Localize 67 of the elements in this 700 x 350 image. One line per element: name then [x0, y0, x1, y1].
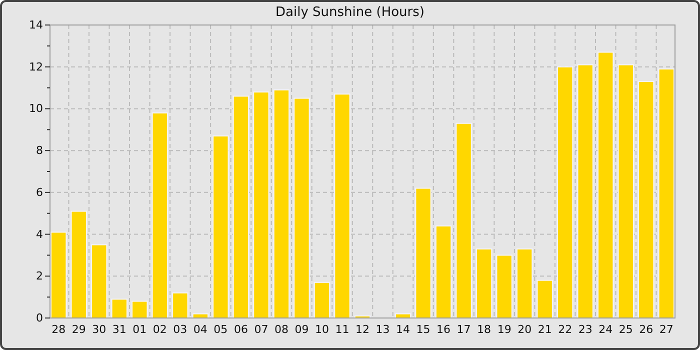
bar	[212, 135, 229, 318]
bar	[496, 254, 512, 318]
bar	[253, 91, 270, 318]
x-tick-label: 05	[214, 322, 228, 336]
x-tick-label: 29	[72, 322, 86, 336]
x-tick-label: 17	[456, 322, 471, 336]
x-tick-label: 30	[92, 322, 106, 336]
bar	[294, 98, 310, 318]
x-tick-label: 18	[477, 322, 492, 336]
x-tick-label: 06	[234, 322, 248, 336]
x-tick-label: 13	[376, 322, 390, 336]
x-tick-label: 26	[639, 322, 654, 336]
y-tick-label: 2	[36, 270, 43, 283]
bar	[334, 94, 350, 318]
x-tick-label: 12	[356, 322, 370, 336]
chart-title: Daily Sunshine (Hours)	[276, 5, 424, 20]
bar	[152, 112, 168, 318]
x-tick-label: 01	[132, 322, 147, 336]
x-tick-label: 19	[497, 322, 512, 336]
x-tick-label: 09	[294, 322, 309, 336]
bar	[132, 300, 148, 318]
x-tick-label: 14	[396, 322, 410, 336]
bar	[415, 188, 432, 318]
bar	[435, 225, 452, 318]
x-tick-label: 31	[112, 322, 126, 336]
x-tick-label: 03	[173, 322, 188, 336]
x-tick-label: 02	[152, 322, 167, 336]
y-tick-label: 8	[36, 144, 43, 158]
bar	[556, 66, 574, 318]
bar	[516, 248, 533, 318]
x-tick-label: 25	[618, 322, 633, 336]
bar	[111, 298, 128, 318]
bar	[456, 122, 472, 318]
bar	[172, 292, 188, 318]
x-tick-label: 08	[274, 322, 288, 336]
y-tick-label: 4	[36, 228, 43, 241]
bar	[232, 96, 250, 318]
bar	[618, 64, 634, 318]
x-tick-label: 23	[578, 322, 592, 336]
y-tick-label: 12	[29, 60, 43, 74]
x-tick-label: 15	[416, 322, 430, 336]
bar	[658, 68, 674, 318]
x-tick-label: 22	[558, 322, 572, 336]
x-tick-label: 11	[335, 322, 350, 336]
x-tick-label: 21	[538, 322, 552, 336]
bar	[314, 282, 330, 318]
x-tick-label: 10	[314, 322, 329, 336]
bar	[273, 89, 290, 318]
y-tick-label: 14	[29, 18, 43, 32]
y-tick-label: 0	[36, 312, 43, 325]
x-tick-label: 16	[436, 322, 451, 336]
bar	[50, 232, 67, 318]
x-tick-label: 04	[193, 322, 208, 336]
bar	[598, 52, 614, 318]
bar	[577, 64, 594, 318]
bar	[638, 81, 654, 318]
bar	[536, 280, 553, 318]
bar	[476, 248, 492, 318]
bar	[91, 244, 108, 318]
x-tick-label: 24	[598, 322, 613, 336]
x-tick-label: 07	[254, 322, 268, 336]
y-tick-label: 6	[36, 186, 43, 199]
x-tick-label: 20	[518, 322, 532, 336]
y-tick-label: 10	[29, 102, 43, 116]
x-tick-label: 28	[52, 322, 66, 336]
x-tick-label: 27	[659, 322, 674, 336]
bar	[70, 210, 87, 318]
